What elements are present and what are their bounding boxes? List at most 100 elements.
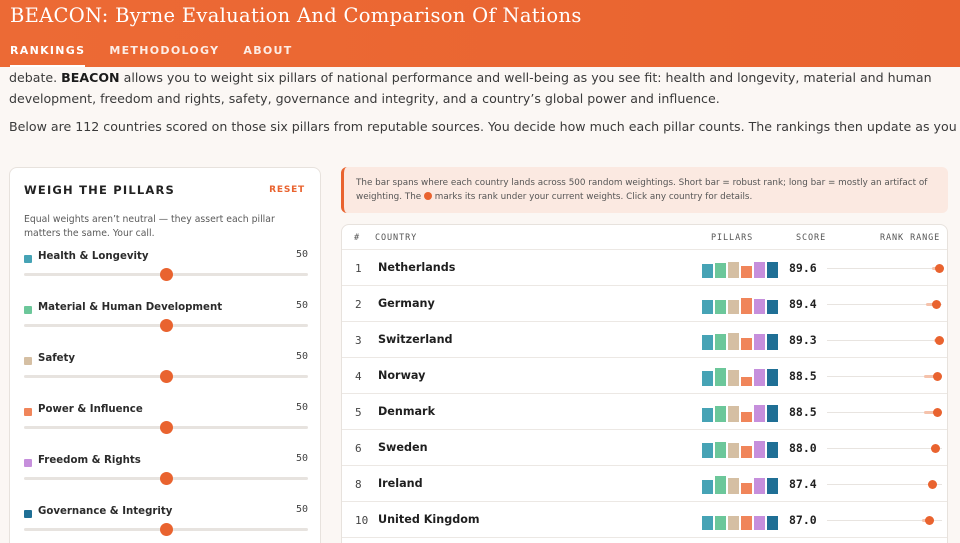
table-header: # COUNTRY PILLARS SCORE RANK RANGE [342,225,947,250]
pillar-label: Material & Human Development [38,302,223,313]
pillar-bar [728,478,739,494]
pillar-bar [741,337,752,350]
pillar-color-swatch [24,306,32,314]
pillar-bar [728,443,739,458]
table-row[interactable]: 10 United Kingdom 87.0 [342,502,947,538]
pillar-bar [754,478,765,494]
pillar-bar [741,377,752,386]
intro-countries-paragraph: Below are 112 countries scored on those … [9,119,960,134]
row-country: Denmark [378,405,436,418]
header-country: COUNTRY [375,233,418,243]
pillar-slider-track[interactable] [24,421,308,434]
reset-button[interactable]: RESET [269,185,305,195]
pillar-bar [715,263,726,278]
tab-rankings[interactable]: RANKINGS [10,44,86,67]
pillar-slider-thumb[interactable] [160,523,173,536]
pillar-slider-thumb[interactable] [160,268,173,281]
intro-text: allows you to weight six pillars of nati… [9,70,932,106]
app-header: BEACON: Byrne Evaluation And Comparison … [0,0,960,67]
pillar-mini-bars [702,474,778,494]
row-rank: 5 [355,406,362,419]
rank-marker-dot [931,444,941,453]
pillar-bar [702,516,713,530]
app-title: BEACON: Byrne Evaluation And Comparison … [10,4,582,27]
table-row[interactable]: 3 Switzerland 89.3 [342,322,947,358]
row-country: Germany [378,297,435,310]
row-score: 89.4 [789,297,817,311]
pillar-value: 50 [295,402,308,413]
pillar-bar [715,333,726,350]
pillar-slider-track[interactable] [24,319,308,332]
rank-marker-dot [933,372,943,381]
pillar-bar [715,476,726,494]
callout-text-before: The bar spans where each country lands a… [356,178,928,202]
pillar-mini-bars [702,330,778,350]
pillar-value: 50 [295,351,308,362]
tab-methodology[interactable]: METHODOLOGY [109,44,220,57]
pillar-slider-thumb[interactable] [160,421,173,434]
pillar-bar [702,264,713,278]
pillar-slider-thumb[interactable] [160,370,173,383]
pillar-bar [741,516,752,530]
pillar-slider-track[interactable] [24,523,308,536]
pillar-bar [728,262,739,278]
row-rank: 2 [355,298,362,311]
rank-marker-dot [934,264,944,273]
pillar-slider-track[interactable] [24,472,308,485]
row-country: Switzerland [378,333,453,346]
pillar-bar [728,333,739,350]
pillar-bar [741,483,752,494]
pillar-bar [702,335,713,350]
pillar-slider-row: Safety 50 [24,351,308,393]
intro-brand: BEACON [61,70,120,85]
pillar-slider-row: Governance & Integrity 50 [24,504,308,543]
pillar-bar [715,368,726,386]
table-row[interactable]: 2 Germany 89.4 [342,286,947,322]
pillar-label: Freedom & Rights [38,455,141,466]
row-country: United Kingdom [378,513,480,526]
pillar-label: Governance & Integrity [38,506,173,517]
pillar-bar [767,333,778,350]
pillar-bar [767,299,778,314]
row-score: 87.4 [789,477,817,491]
tab-about[interactable]: ABOUT [243,44,293,57]
row-rank: 8 [355,478,362,491]
row-country: Sweden [378,441,428,454]
pillar-value: 50 [295,453,308,464]
header-pillars: PILLARS [711,233,754,243]
table-row[interactable]: 4 Norway 88.5 [342,358,947,394]
pillar-color-swatch [24,459,32,467]
pillar-bar [702,371,713,386]
pillar-mini-bars [702,402,778,422]
row-rank: 1 [355,262,362,275]
row-score: 89.3 [789,333,817,347]
pillar-mini-bars [702,258,778,278]
pillar-bar [754,299,765,314]
row-country: Netherlands [378,261,456,274]
table-row[interactable]: 1 Netherlands 89.6 [342,250,947,286]
rank-marker-dot-icon [424,192,433,200]
row-score: 87.0 [789,513,817,527]
table-row[interactable]: 6 Sweden 88.0 [342,430,947,466]
pillar-mini-bars [702,438,778,458]
pillar-bar [741,445,752,458]
pillar-value: 50 [295,504,308,515]
rankings-table: # COUNTRY PILLARS SCORE RANK RANGE 1 Neth… [341,224,948,543]
pillar-slider-track[interactable] [24,268,308,281]
pillar-bar [754,262,765,278]
pillar-bar [754,515,765,530]
pillar-slider-thumb[interactable] [160,319,173,332]
table-row[interactable]: 8 Ireland 87.4 [342,466,947,502]
row-score: 89.6 [789,261,817,275]
table-row[interactable]: 5 Denmark 88.5 [342,394,947,430]
pillar-bar [741,265,752,278]
row-rank: 10 [355,514,369,527]
pillar-slider-thumb[interactable] [160,472,173,485]
pillar-bar [754,441,765,458]
row-score: 88.5 [789,405,817,419]
pillar-bar [754,405,765,422]
pillar-bar [702,479,713,494]
pillar-slider-track[interactable] [24,370,308,383]
rank-marker-dot [934,336,944,345]
header-rank: # [354,233,361,243]
